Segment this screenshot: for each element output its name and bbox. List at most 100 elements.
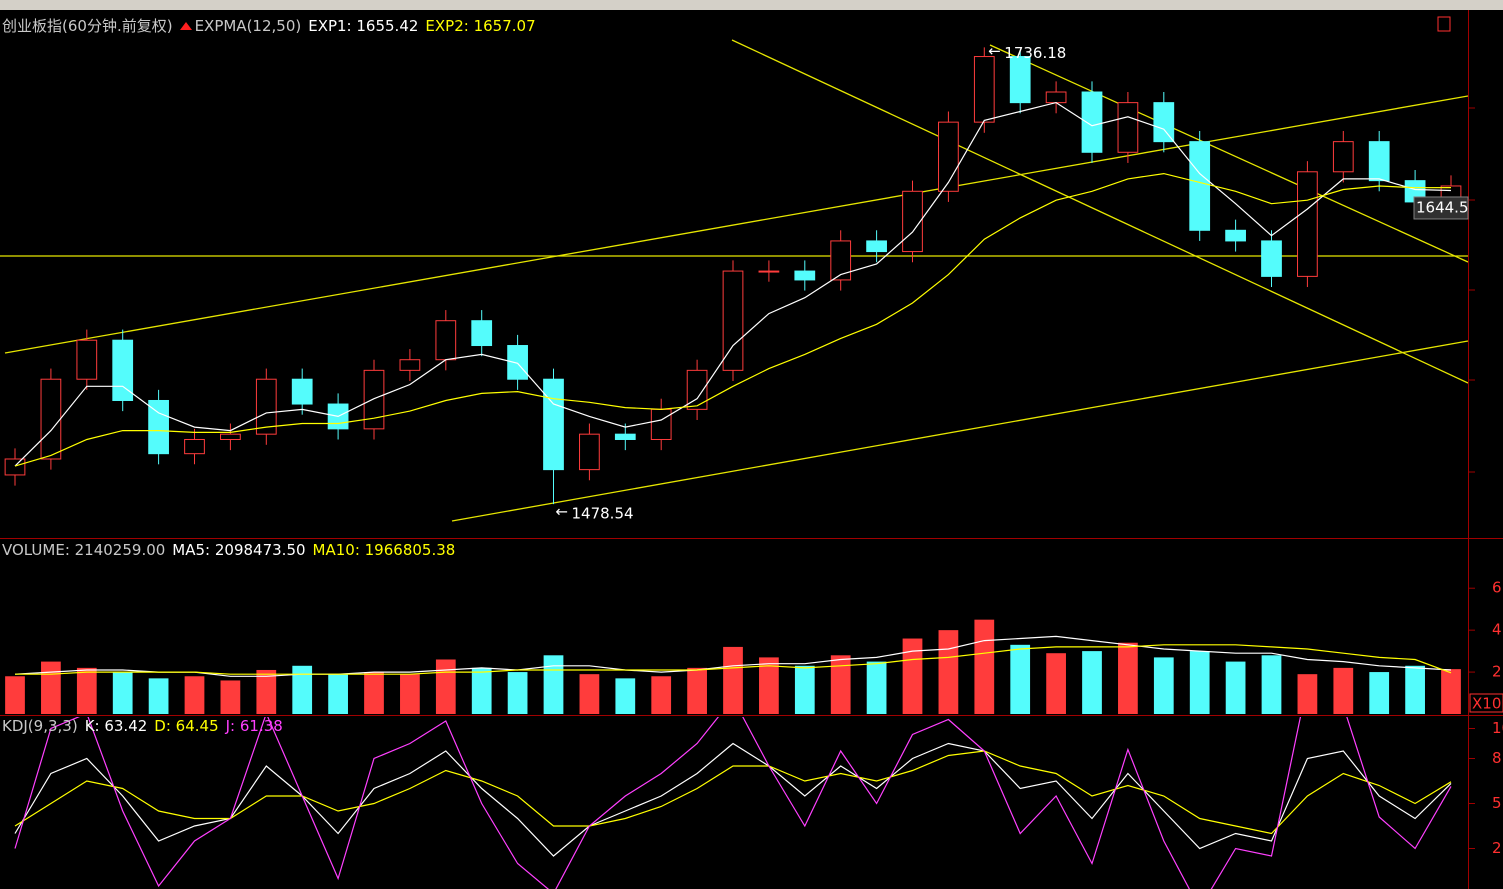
signal-icon (179, 21, 192, 30)
series-line (14, 172, 1452, 467)
volume-bar (1261, 655, 1282, 714)
candle-body (579, 433, 600, 471)
y-tick-label: 2 (1492, 839, 1502, 857)
volume-bar (938, 630, 959, 714)
price-axis-ticks (1468, 107, 1475, 473)
main-legend: 创业板指(60分钟.前复权) EXPMA(12,50) EXP1: 1655.4… (2, 15, 536, 36)
series-line (14, 635, 1452, 677)
volume-bar (1225, 661, 1246, 714)
candle-body (435, 320, 457, 361)
volume-bar (1153, 657, 1174, 714)
window-button[interactable] (1437, 16, 1451, 32)
series-line (14, 742, 1452, 857)
volume-bar (579, 674, 600, 714)
volume-bar (1297, 674, 1318, 714)
candle-body (4, 458, 26, 476)
volume-bar (1441, 669, 1461, 714)
candle-body (1189, 141, 1211, 231)
candle-body (1297, 171, 1318, 277)
candle-body (830, 240, 852, 281)
volume-bar (76, 667, 97, 714)
volume-bar (435, 659, 456, 714)
volume-bar (471, 667, 492, 714)
annotation-arrow: ← (988, 42, 1001, 60)
volume-bar (112, 672, 133, 714)
legend-entry: J: 61.38 (225, 717, 283, 735)
y-tick-label: 10 (1492, 719, 1503, 737)
volume-bar (220, 680, 241, 714)
candle-body (1081, 91, 1103, 153)
series-line (14, 101, 1452, 467)
legend-entry: D: 64.45 (154, 717, 219, 735)
price-tag (1413, 196, 1469, 220)
volume-bar (328, 674, 348, 714)
volume-bar (5, 676, 25, 714)
volume-bar (687, 667, 707, 714)
candle-body (112, 339, 134, 401)
candle-body (1045, 91, 1067, 104)
legend-entry: MA10: 1966805.38 (312, 541, 456, 559)
unit-label: X10 (1472, 695, 1501, 713)
volume-bar (830, 655, 851, 714)
volume-bar (1082, 651, 1102, 714)
candle-body (471, 320, 493, 347)
volume-bar (1405, 665, 1425, 714)
legend-title: KDJ(9,3,3) (2, 717, 78, 735)
candle-body (794, 270, 816, 281)
candle-body (1225, 229, 1246, 242)
candle-body (973, 56, 995, 123)
candle-body (543, 378, 564, 471)
candle-body (507, 345, 528, 380)
volume-bar (974, 619, 995, 714)
legend-entry: K: 63.42 (84, 717, 148, 735)
trend-lines (0, 39, 1468, 522)
volume-bar (902, 638, 923, 714)
candle-body (255, 378, 277, 435)
candle-body (220, 433, 241, 440)
volume-bar (723, 646, 743, 714)
series-line (14, 750, 1452, 835)
volume-bar (615, 678, 636, 714)
panel (5, 619, 1461, 714)
panel (4, 47, 1462, 505)
volume-bar (651, 676, 672, 714)
volume-bar (1118, 642, 1138, 714)
volume-bar (148, 678, 169, 714)
panel (14, 717, 1452, 889)
candle-body (938, 121, 959, 192)
menu-strip (0, 0, 1503, 10)
legend-title: 创业板指(60分钟.前复权) (2, 17, 173, 35)
volume-bar (184, 676, 205, 714)
candle-body (148, 399, 169, 455)
volume-bar (400, 674, 420, 714)
candle-body (722, 270, 744, 371)
candle-body (1332, 141, 1354, 173)
candle-body (184, 438, 205, 455)
volume-bar (759, 657, 779, 714)
y-tick-label: 5 (1492, 794, 1502, 812)
candle-body (363, 369, 385, 430)
y-tick-label: 2 (1492, 663, 1502, 681)
volume-bar (543, 655, 564, 714)
legend-entry: EXP2: 1657.07 (425, 16, 536, 35)
candle-body (291, 378, 313, 405)
candle-body (1117, 102, 1139, 153)
candle-body (902, 190, 923, 253)
volume-bar (794, 665, 815, 714)
volume-bar (1333, 667, 1354, 714)
legend-entry: EXP1: 1655.42 (308, 16, 419, 35)
volume-bar (866, 661, 887, 714)
unit-box (1469, 693, 1503, 713)
series-line (14, 717, 1452, 889)
candle-body (650, 408, 672, 440)
candle-body (76, 339, 98, 380)
candle-body (1261, 240, 1282, 277)
volume-bar (1369, 672, 1390, 714)
legend-entry: VOLUME: 2140259.00 (2, 541, 166, 559)
volume-bar (507, 672, 528, 714)
annotation: 1478.54 (572, 505, 634, 523)
y-tick-label: 4 (1492, 621, 1502, 639)
volume-bar (364, 672, 384, 714)
candle-body (1368, 141, 1390, 182)
